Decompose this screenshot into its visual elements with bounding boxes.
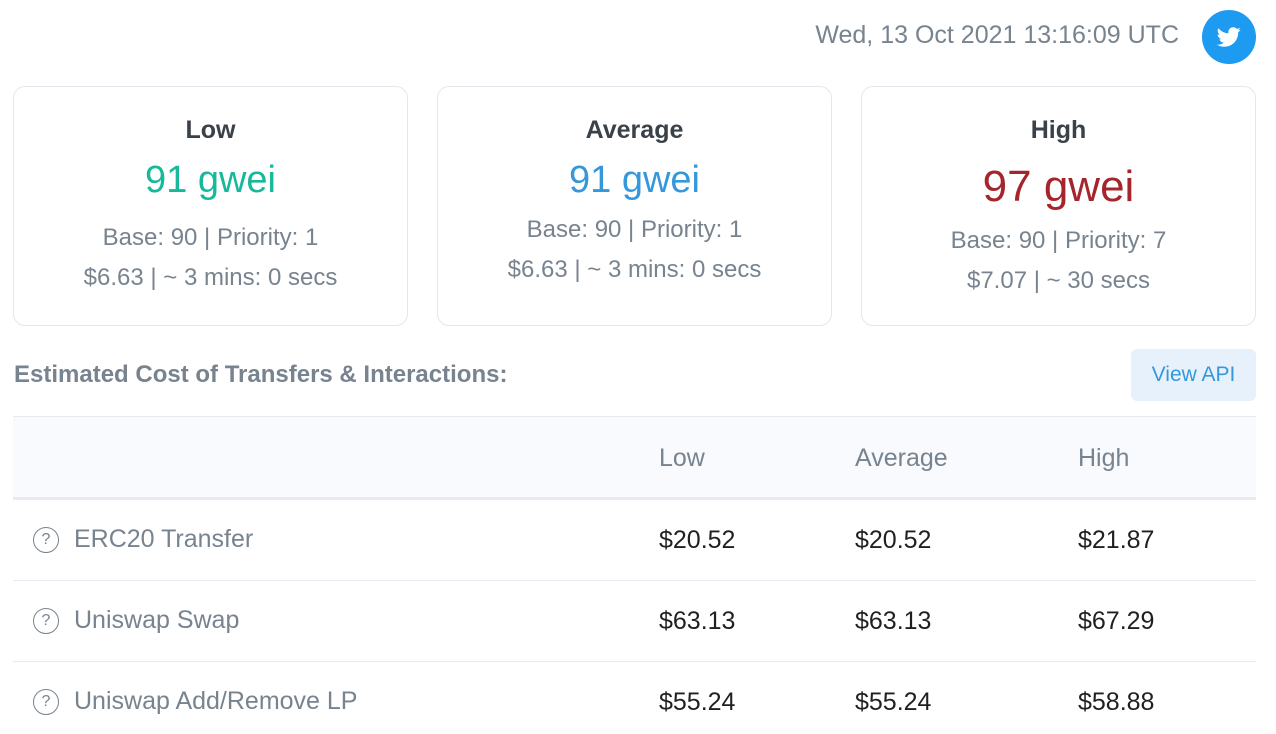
card-cost-time: $6.63 | ~ 3 mins: 0 secs bbox=[507, 256, 762, 283]
card-gwei-value: 91 gwei bbox=[145, 159, 276, 201]
cell-low: $63.13 bbox=[659, 607, 736, 635]
card-title: High bbox=[1030, 116, 1087, 144]
cell-high: $21.87 bbox=[1078, 526, 1155, 554]
card-title: Average bbox=[585, 116, 684, 144]
gas-card-average: Average 91 gwei Base: 90 | Priority: 1 $… bbox=[437, 86, 832, 326]
column-header-average: Average bbox=[855, 444, 948, 472]
twitter-button[interactable] bbox=[1202, 10, 1256, 64]
help-circle-icon[interactable]: ? bbox=[33, 527, 59, 553]
table-row: ? ERC20 Transfer $20.52 $20.52 $21.87 bbox=[13, 500, 1256, 581]
column-header-low: Low bbox=[659, 444, 705, 472]
help-circle-icon[interactable]: ? bbox=[33, 608, 59, 634]
row-name: ERC20 Transfer bbox=[74, 525, 254, 553]
view-api-button[interactable]: View API bbox=[1131, 349, 1256, 401]
table-row: ? Uniswap Swap $63.13 $63.13 $67.29 bbox=[13, 581, 1256, 662]
cell-low: $55.24 bbox=[659, 688, 736, 716]
card-cost-time: $7.07 | ~ 30 secs bbox=[966, 267, 1151, 294]
help-circle-icon[interactable]: ? bbox=[33, 689, 59, 715]
cell-average: $20.52 bbox=[855, 526, 932, 554]
twitter-bird-icon bbox=[1217, 27, 1241, 47]
column-header-high: High bbox=[1078, 444, 1130, 472]
cell-average: $55.24 bbox=[855, 688, 932, 716]
table-header: Low Average High bbox=[13, 416, 1256, 500]
cell-low: $20.52 bbox=[659, 526, 736, 554]
table-row: ? Uniswap Add/Remove LP $55.24 $55.24 $5… bbox=[13, 662, 1256, 734]
card-base-priority: Base: 90 | Priority: 7 bbox=[950, 227, 1167, 254]
row-name: Uniswap Add/Remove LP bbox=[74, 687, 358, 715]
card-title: Low bbox=[185, 116, 236, 144]
card-gwei-value: 97 gwei bbox=[982, 162, 1135, 211]
cost-table: Low Average High ? ERC20 Transfer $20.52… bbox=[13, 416, 1256, 734]
gas-card-low: Low 91 gwei Base: 90 | Priority: 1 $6.63… bbox=[13, 86, 408, 326]
cell-average: $63.13 bbox=[855, 607, 932, 635]
card-base-priority: Base: 90 | Priority: 1 bbox=[526, 216, 743, 243]
card-gwei-value: 91 gwei bbox=[569, 159, 700, 201]
cell-high: $67.29 bbox=[1078, 607, 1155, 635]
card-cost-time: $6.63 | ~ 3 mins: 0 secs bbox=[83, 264, 338, 291]
top-bar: Wed, 13 Oct 2021 13:16:09 UTC bbox=[0, 0, 1276, 80]
timestamp: Wed, 13 Oct 2021 13:16:09 UTC bbox=[815, 21, 1179, 49]
card-base-priority: Base: 90 | Priority: 1 bbox=[102, 224, 319, 251]
cell-high: $58.88 bbox=[1078, 688, 1155, 716]
row-name: Uniswap Swap bbox=[74, 606, 240, 634]
section-title: Estimated Cost of Transfers & Interactio… bbox=[14, 361, 508, 388]
gas-card-high: High 97 gwei Base: 90 | Priority: 7 $7.0… bbox=[861, 86, 1256, 326]
